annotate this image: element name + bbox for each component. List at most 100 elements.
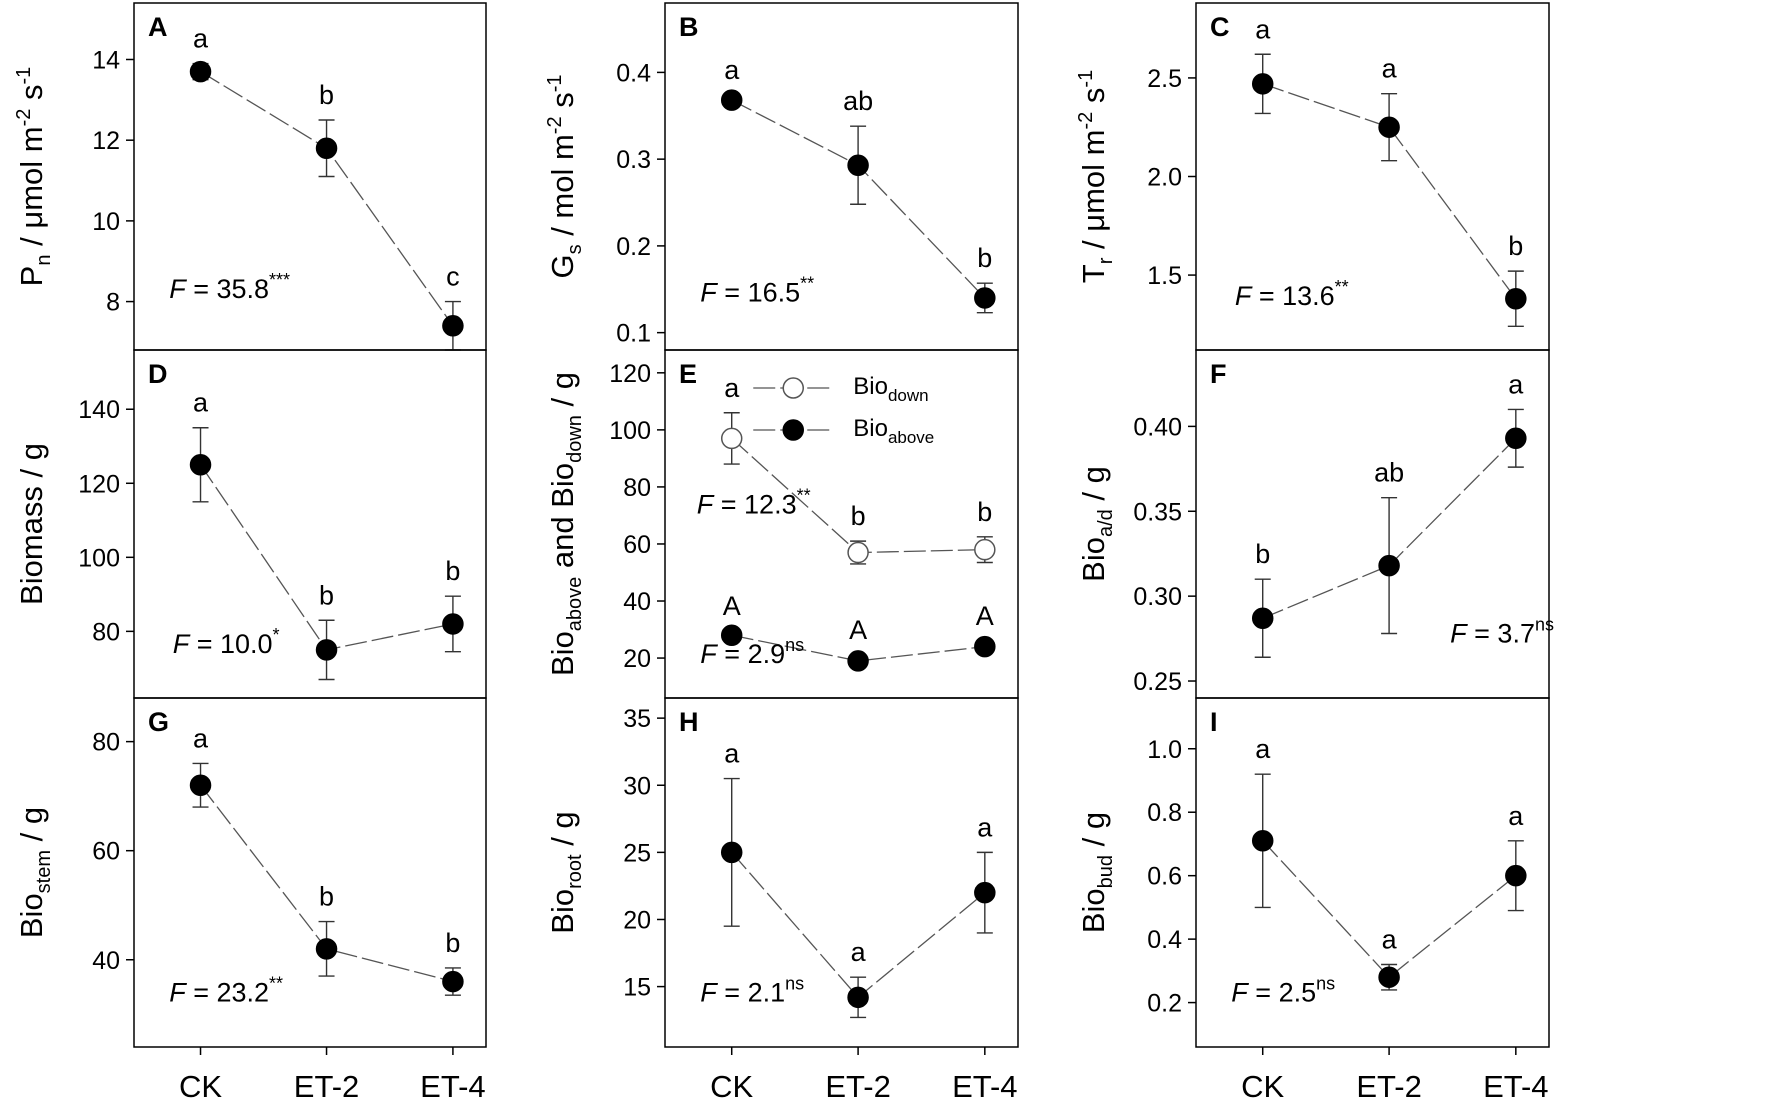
y-tick-label: 0.3: [616, 146, 651, 174]
f-statistic: F = 10.0*: [173, 625, 280, 659]
series-open: a b b: [720, 373, 996, 565]
y-tick-label: 0.30: [1133, 583, 1182, 611]
data-point: [1251, 830, 1274, 852]
significance-label: A: [849, 615, 867, 645]
y-tick-label: 20: [623, 906, 651, 934]
data-point: [189, 454, 212, 476]
significance-label: a: [724, 373, 740, 403]
panel-d: D 80 100 120 140 Biomass / g a b b F = 10.0*: [14, 349, 487, 699]
significance-label: A: [976, 601, 994, 631]
series-filled: a ab b: [720, 55, 996, 314]
y-tick-label: 2.5: [1147, 65, 1182, 93]
data-point: [974, 881, 996, 904]
data-point: [720, 427, 743, 450]
y-tick-label: 0.25: [1133, 668, 1182, 696]
y-tick-label: 60: [623, 531, 651, 559]
data-point: [720, 89, 743, 111]
legend-marker: [782, 377, 804, 399]
y-tick-label: 20: [623, 645, 651, 673]
y-axis-label: Biobud / g: [1076, 812, 1117, 933]
data-point: [720, 841, 743, 864]
panel-letter: D: [148, 359, 168, 389]
y-tick-label: 60: [92, 838, 120, 866]
y-tick-label: 0.2: [1147, 990, 1182, 1018]
data-point: [720, 624, 743, 646]
y-tick-label: 80: [92, 729, 120, 757]
significance-label: a: [1255, 734, 1271, 764]
y-tick-label: 100: [78, 544, 120, 572]
x-tick-label: ET-2: [294, 1069, 359, 1104]
series-filled: AA A: [720, 591, 996, 672]
y-axis-label: Bioabove and Biodown / g: [545, 372, 586, 676]
panel-a: A 8 10 12 14 Pn / μmol m-2 s-1 a b c F = 35.8***: [13, 2, 487, 351]
significance-label: a: [193, 24, 209, 54]
significance-label: b: [319, 882, 334, 912]
f-statistic: F = 2.5ns: [1231, 974, 1335, 1008]
panel-letter: G: [148, 707, 169, 737]
f-statistic: F = 23.2**: [169, 974, 283, 1008]
data-point: [315, 137, 338, 160]
series-line: [1262, 83, 1517, 300]
data-point: [1378, 116, 1400, 138]
significance-label: c: [446, 262, 460, 292]
significance-label: a: [724, 739, 740, 769]
data-point: [442, 970, 464, 993]
y-tick-label: 80: [623, 474, 651, 502]
significance-label: a: [724, 55, 740, 85]
data-point: [189, 60, 212, 83]
significance-label: a: [193, 388, 209, 418]
data-point: [1505, 427, 1527, 450]
y-tick-label: 14: [92, 46, 120, 74]
y-tick-label: 0.2: [616, 233, 651, 261]
data-point: [315, 938, 338, 960]
y-tick-label: 0.6: [1147, 863, 1182, 891]
y-tick-label: 1.0: [1147, 736, 1182, 764]
y-tick-label: 140: [78, 396, 120, 424]
significance-label: b: [977, 243, 992, 273]
panel-i: I 0.2 0.4 0.6 0.8 1.0 CK ET-2 ET-4 Biobud / g a a a F…: [1076, 697, 1550, 1104]
panel-letter: F: [1210, 359, 1227, 389]
data-point: [974, 287, 996, 309]
significance-label: b: [1508, 231, 1523, 261]
y-tick-label: 12: [92, 127, 120, 155]
legend-entry: Bioabove: [853, 415, 934, 447]
data-point: [1251, 607, 1274, 629]
y-axis-label: Bioa/d / g: [1076, 466, 1117, 582]
series-filled: a b c: [189, 24, 464, 351]
panel-c: C 1.5 2.0 2.5 Tr / μmol m-2 s-1 a a b F = 13.6**: [1075, 2, 1550, 351]
data-point: [442, 315, 464, 337]
x-tick-label: CK: [179, 1069, 222, 1104]
significance-label: b: [977, 497, 992, 527]
significance-label: a: [1382, 54, 1398, 84]
significance-label: a: [977, 812, 993, 842]
panel-letter: E: [679, 359, 697, 389]
y-tick-label: 10: [92, 208, 120, 236]
y-tick-label: 0.40: [1133, 413, 1182, 441]
series-filled: a a a: [720, 739, 996, 1019]
y-axis-label: Biostem / g: [14, 807, 55, 938]
f-statistic: F = 2.1ns: [700, 974, 804, 1008]
significance-label: a: [1382, 925, 1398, 955]
data-point: [847, 541, 869, 564]
series-filled: a b b: [189, 388, 464, 681]
series-filled: b ab a: [1251, 369, 1527, 658]
data-point: [1378, 554, 1400, 577]
y-tick-label: 15: [623, 974, 651, 1002]
significance-label: a: [851, 937, 867, 967]
significance-label: a: [1508, 369, 1524, 399]
y-tick-label: 0.35: [1133, 498, 1182, 526]
y-tick-label: 2.0: [1147, 164, 1182, 192]
y-tick-label: 0.4: [1147, 926, 1182, 954]
panel-letter: B: [679, 12, 699, 42]
f-statistic: F = 13.6**: [1235, 277, 1349, 311]
significance-label: b: [445, 928, 460, 958]
legend-entry: Biodown: [853, 373, 928, 405]
data-point: [847, 986, 869, 1009]
data-point: [442, 613, 464, 635]
panel-g: G 40 60 80 CK ET-2 ET-4 Biostem / g a b b F = 23.2*…: [14, 697, 487, 1104]
y-tick-label: 100: [609, 417, 651, 445]
significance-label: a: [1255, 14, 1271, 44]
y-tick-label: 120: [78, 470, 120, 498]
y-tick-label: 30: [623, 772, 651, 800]
